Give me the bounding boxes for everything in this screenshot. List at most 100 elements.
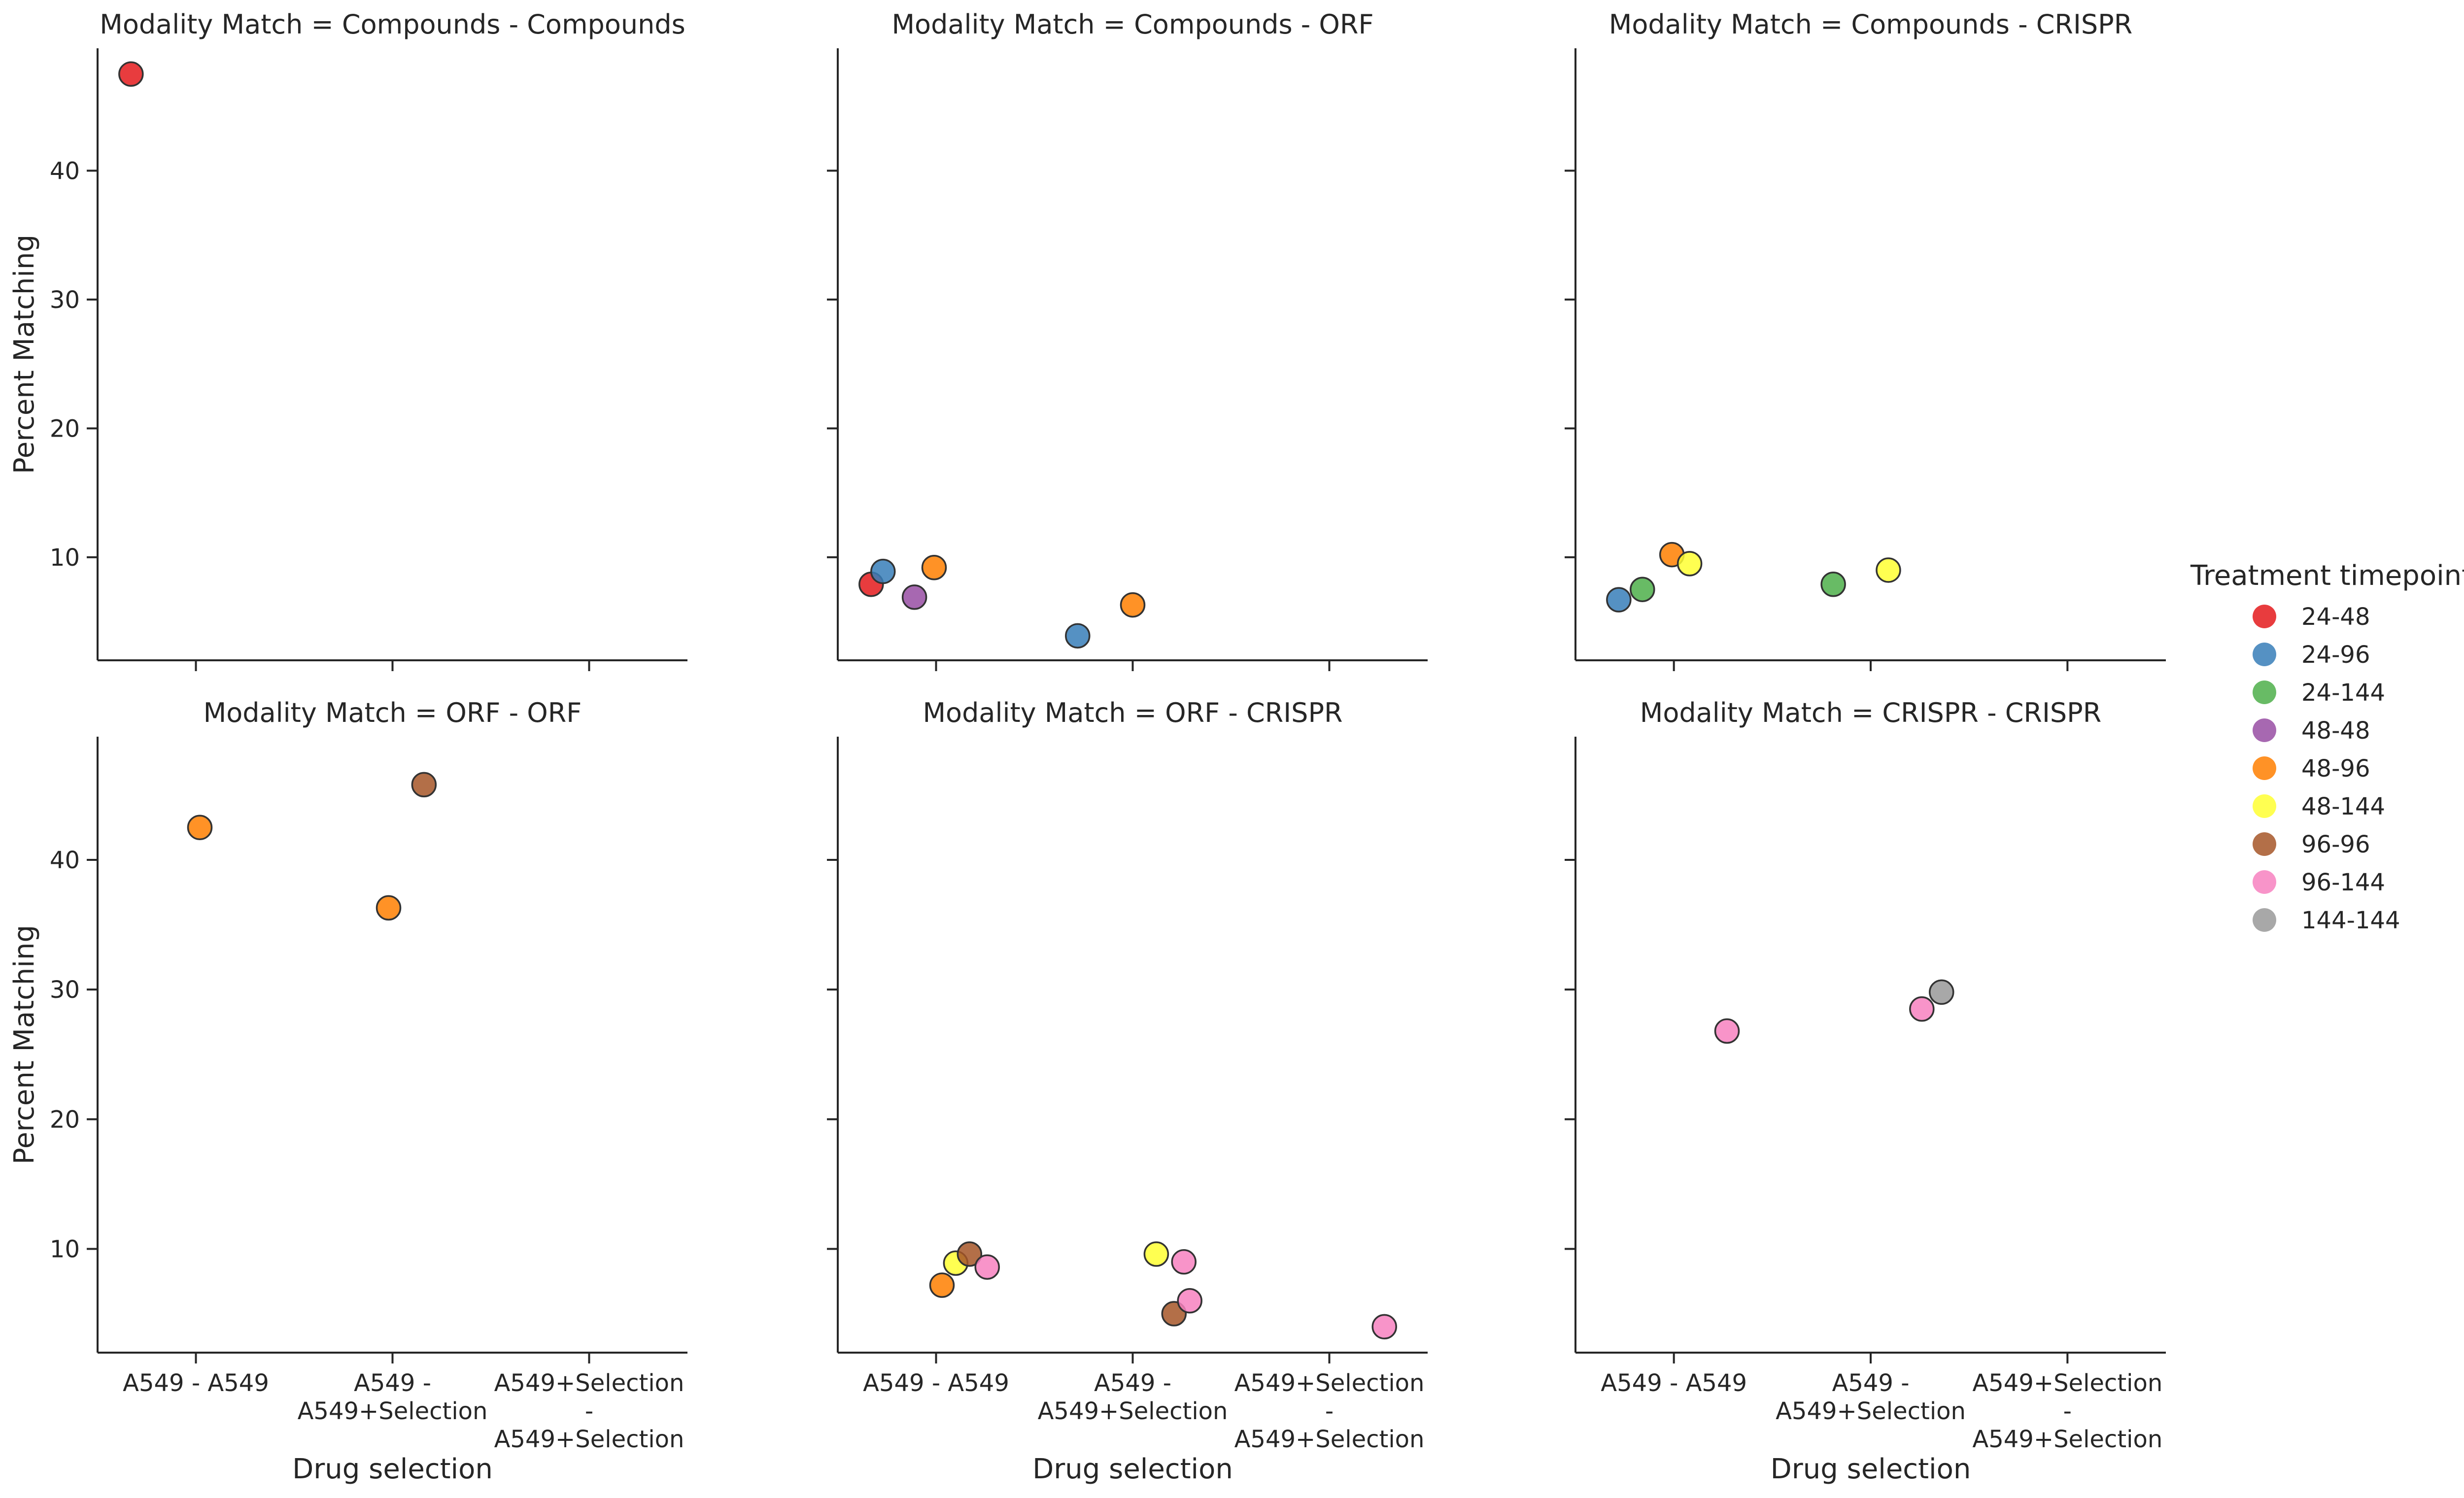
data-point <box>901 584 927 610</box>
data-point <box>1171 1249 1197 1275</box>
x-tick-label-line: A549+Selection <box>298 1397 488 1425</box>
x-tick-label: A549+Selection -A549+Selection <box>1234 1369 1425 1453</box>
x-tick-label-line: A549 - <box>1094 1369 1171 1397</box>
x-tick-label: A549 -A549+Selection <box>298 1369 488 1425</box>
legend-marker <box>2253 832 2276 856</box>
legend-label: 144-144 <box>2301 907 2400 934</box>
panel-title: Modality Match = ORF - CRISPR <box>923 697 1342 728</box>
x-tick-label-line: A549+Selection <box>494 1369 684 1397</box>
legend-label: 96-144 <box>2301 869 2385 896</box>
x-tick-label-line: A549 - A549 <box>123 1369 269 1397</box>
x-tick-label-line: A549+Selection <box>1234 1426 1425 1453</box>
data-point <box>929 1272 955 1298</box>
x-tick-label-line: A549+Selection <box>1234 1369 1425 1397</box>
panel-title: Modality Match = Compounds - ORF <box>891 9 1373 40</box>
data-point <box>1606 587 1632 613</box>
x-axis-label: Drug selection <box>1771 1453 1971 1485</box>
data-point <box>1909 996 1935 1022</box>
x-tick-label-line: - <box>2063 1397 2072 1425</box>
y-axis-label: Percent Matching <box>8 235 40 474</box>
panel-1: Modality Match = Compounds - Compounds 10… <box>50 9 687 671</box>
legend-title: Treatment timepoint <box>2190 560 2464 592</box>
x-tick-label-line: A549 - A549 <box>863 1369 1009 1397</box>
x-axis-label: Drug selection <box>292 1453 493 1485</box>
y-tick-label: 30 <box>50 976 80 1004</box>
legend-item: 96-144 <box>2253 869 2385 896</box>
data-point <box>1929 979 1954 1005</box>
data-point <box>1876 557 1901 583</box>
panel-6: Modality Match = CRISPR - CRISPR A549 - A… <box>1565 697 2166 1453</box>
panel-4: Modality Match = ORF - ORF 10 20 30 40 A549 -… <box>50 697 687 1453</box>
legend-marker <box>2253 756 2276 780</box>
x-tick-label-line: A549 - <box>354 1369 431 1397</box>
x-tick-label-line: A549 - <box>1832 1369 1909 1397</box>
data-point <box>870 558 896 584</box>
x-tick-label: A549+Selection -A549+Selection <box>494 1369 684 1453</box>
x-axis-labels: Drug selection Drug selection Drug selecti… <box>292 1453 1971 1485</box>
panel-5: Modality Match = ORF - CRISPR A549 - A549… <box>827 697 1428 1453</box>
x-tick-label-line: A549+Selection <box>1972 1369 2162 1397</box>
data-point <box>921 554 947 580</box>
data-point <box>1371 1314 1397 1340</box>
y-axis-labels: Percent Matching Percent Matching <box>8 235 40 1164</box>
legend-item: 48-48 <box>2253 717 2370 745</box>
data-point <box>1820 571 1846 597</box>
y-tick-label: 40 <box>50 847 80 874</box>
data-point <box>187 815 213 840</box>
legend-marker <box>2253 794 2276 818</box>
legend-item: 48-144 <box>2253 793 2385 820</box>
legend-marker <box>2253 605 2276 628</box>
panel-3: Modality Match = Compounds - CRISPR <box>1565 9 2166 671</box>
x-tick-label-line: A549+Selection <box>494 1426 684 1453</box>
x-tick-label-line: A549+Selection <box>1776 1397 1966 1425</box>
data-point <box>411 772 437 798</box>
legend: Treatment timepoint 24-48 24-96 24-144 48-4… <box>2190 560 2464 934</box>
x-tick-label-line: - <box>1325 1397 1334 1425</box>
y-tick-label: 10 <box>50 1235 80 1263</box>
panel-title: Modality Match = ORF - ORF <box>204 697 582 728</box>
x-tick-label-line: A549+Selection <box>1038 1397 1228 1425</box>
x-tick-label: A549 - A549 <box>1601 1369 1747 1397</box>
legend-marker <box>2253 643 2276 666</box>
legend-label: 24-96 <box>2301 641 2370 669</box>
data-point <box>1677 551 1703 577</box>
legend-label: 48-48 <box>2301 717 2370 745</box>
panels: Modality Match = Compounds - Compounds 10… <box>50 9 2166 1453</box>
y-axis-label: Percent Matching <box>8 925 40 1164</box>
legend-item: 144-144 <box>2253 907 2400 934</box>
legend-marker <box>2253 681 2276 704</box>
x-tick-label: A549 - A549 <box>123 1369 269 1397</box>
data-point <box>974 1254 1000 1280</box>
x-tick-label: A549+Selection -A549+Selection <box>1972 1369 2162 1453</box>
data-point <box>1714 1018 1740 1044</box>
legend-marker <box>2253 870 2276 894</box>
legend-label: 96-96 <box>2301 831 2370 858</box>
data-point <box>118 61 144 87</box>
x-tick-label: A549 -A549+Selection <box>1038 1369 1228 1425</box>
legend-item: 24-96 <box>2253 641 2370 669</box>
x-tick-label: A549 -A549+Selection <box>1776 1369 1966 1425</box>
legend-label: 48-144 <box>2301 793 2385 820</box>
legend-label: 48-96 <box>2301 755 2370 783</box>
legend-item: 24-48 <box>2253 603 2370 631</box>
legend-marker <box>2253 718 2276 742</box>
data-point <box>1120 592 1146 618</box>
legend-marker <box>2253 908 2276 932</box>
legend-item: 24-144 <box>2253 679 2385 707</box>
x-tick-label-line: A549 - A549 <box>1601 1369 1747 1397</box>
legend-label: 24-144 <box>2301 679 2385 707</box>
data-point <box>1630 577 1655 602</box>
legend-label: 24-48 <box>2301 603 2370 631</box>
x-tick-label: A549 - A549 <box>863 1369 1009 1397</box>
y-tick-label: 30 <box>50 286 80 314</box>
data-point <box>957 1241 983 1267</box>
panel-2: Modality Match = Compounds - ORF <box>827 9 1428 671</box>
legend-item: 96-96 <box>2253 831 2370 858</box>
panel-title: Modality Match = Compounds - Compounds <box>100 9 685 40</box>
x-tick-label-line: A549+Selection <box>1972 1426 2162 1453</box>
legend-item: 48-96 <box>2253 755 2370 783</box>
panel-title: Modality Match = Compounds - CRISPR <box>1609 9 2133 40</box>
y-tick-label: 10 <box>50 544 80 572</box>
y-tick-label: 20 <box>50 415 80 443</box>
